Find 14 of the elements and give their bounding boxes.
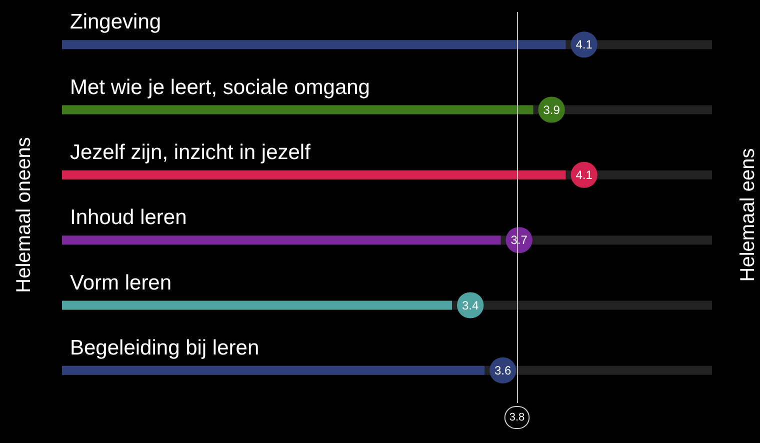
- y-tick-label: Jezelf zijn, inzicht in jezelf: [70, 140, 311, 164]
- data-label: 4.1: [576, 168, 593, 182]
- data-label: 3.9: [543, 102, 560, 117]
- data-label: 3.6: [494, 363, 512, 378]
- ref-line-label: 3.8: [509, 412, 525, 424]
- y-tick-label: Inhoud leren: [70, 206, 187, 230]
- y-tick-label: Begeleiding bij leren: [70, 336, 260, 360]
- data-label: 3.4: [462, 298, 480, 312]
- text: Helemaal eens: [737, 148, 759, 282]
- text: Helemaal oneens: [13, 137, 35, 293]
- data-label: 4.1: [576, 38, 593, 52]
- y-tick-label: Zingeving: [70, 10, 162, 34]
- y-tick-label: Met wie je leert, sociale omgang: [70, 76, 370, 99]
- y-tick-label: Vorm leren: [70, 271, 172, 294]
